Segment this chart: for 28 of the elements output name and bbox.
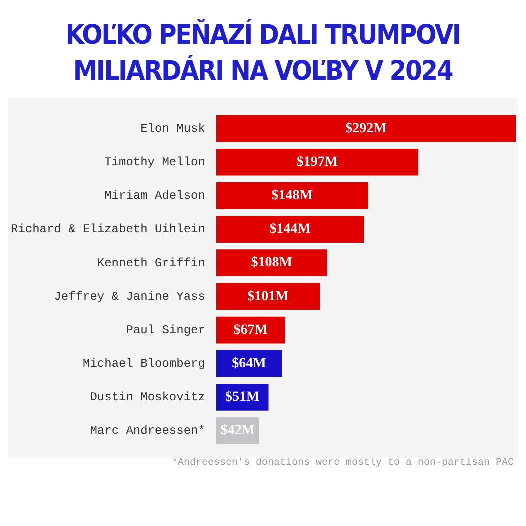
data-label: $101M [248,289,289,304]
bar [216,148,419,176]
data-label: $108M [251,256,292,271]
annotation: *Andreessen's donations were mostly to a non-partisan PAC [170,458,515,469]
y-tick-label: Richard & Elizabeth Uihlein [10,222,206,237]
chart-title: KOĽKO PEŇAZÍ DALI TRUMPOVI MILIARDÁRI NA VOĽBY V 2024 [64,18,462,89]
y-tick-label: Jeffrey & Janine Yass [54,290,206,304]
y-tick-label: Paul Singer [126,323,206,338]
y-tick-label: Timothy Mellon [104,156,206,170]
data-label: $148M [272,188,313,204]
y-tick-label: Elon Musk [140,122,206,136]
bar [216,216,364,243]
bar [216,250,328,277]
bar [216,283,320,310]
bar [216,182,368,210]
y-tick-label: Miriam Adelson [104,189,206,204]
data-label: $42M [220,424,256,439]
y-tick-label: Marc Andreessen* [90,424,206,438]
bar [216,115,516,142]
data-label: $67M [234,322,268,338]
data-label: $51M [225,390,260,406]
data-label: $292M [346,121,387,136]
data-label: $144M [270,222,311,238]
y-tick-label: Kenneth Griffin [97,256,206,270]
y-tick-label: Michael Bloomberg [83,357,206,372]
data-label: $64M [232,356,266,372]
data-label: $197M [296,154,338,170]
y-tick-label: Dustin Moskovitz [90,390,206,405]
